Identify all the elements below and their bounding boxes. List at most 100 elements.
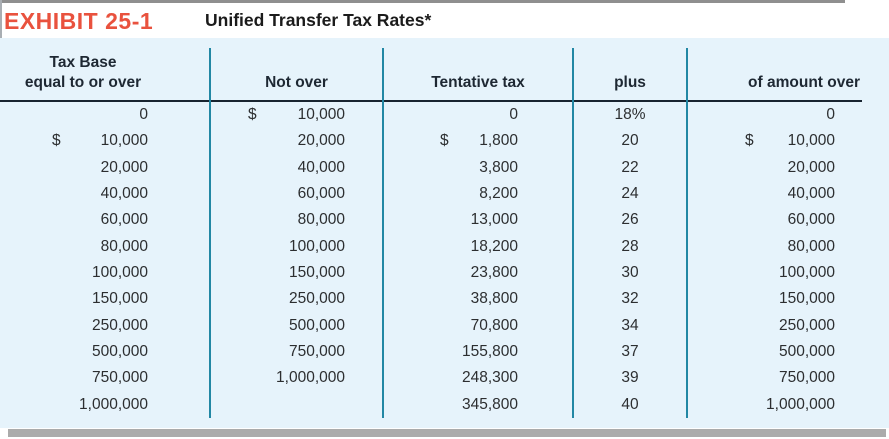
cell-value: 345,800 [461,395,518,413]
table-cell: 32 [621,290,639,308]
table-cell: 38,800 [383,290,573,308]
cell-value: 3,800 [479,158,518,176]
cell-value: 10,000 [297,106,345,124]
currency-sign: $ [440,132,449,150]
table-row: 0 $10,000 0 18% 0 [0,102,889,128]
table-header-row: Tax Base equal to or over Not over Tenta… [0,38,889,100]
table-cell: 60,000 [210,185,383,203]
header-not-over: Not over [265,74,328,92]
table-cell: 100,000 [687,264,889,282]
column-divider-4 [686,48,688,418]
table-cell: 37 [621,343,639,361]
currency-sign: $ [52,132,61,150]
exhibit-top-border [0,0,845,3]
table-cell: $10,000 [687,132,889,150]
table-row: 150,000 250,000 38,800 32 150,000 [0,286,889,312]
cell-value: 20,000 [787,158,835,176]
table-cell: 18,200 [383,238,573,256]
table-cell: 40,000 [210,159,383,177]
table-cell: 20 [621,132,639,150]
cell-value: 250,000 [778,316,835,334]
table-cell: 250,000 [210,290,383,308]
cell-value: 70,800 [470,316,518,334]
table-cell: 80,000 [687,238,889,256]
table-cell: 1,000,000 [210,369,383,387]
cell-value: 10,000 [787,132,835,150]
table-cell: 500,000 [0,343,210,361]
table-cell: 750,000 [687,369,889,387]
table-cell: 150,000 [210,264,383,282]
cell-value: 100,000 [288,237,345,255]
table-cell: $10,000 [0,132,210,150]
cell-value: 1,000,000 [79,395,148,413]
cell-value: 250,000 [288,290,345,308]
cell-value: 100,000 [778,264,835,282]
header-of-amount-over: of amount over [748,74,860,92]
table-cell: 24 [621,185,639,203]
table-cell: 40,000 [0,185,210,203]
cell-value: 100,000 [91,264,148,282]
table-cell: 150,000 [0,290,210,308]
cell-value: 250,000 [91,316,148,334]
cell-value: 23,800 [470,264,518,282]
column-divider-2 [382,48,384,418]
table-cell: 0 [0,106,210,124]
cell-value: 10,000 [100,132,148,150]
cell-value: 60,000 [787,211,835,229]
tax-rate-table: Tax Base equal to or over Not over Tenta… [0,38,889,428]
cell-value: 1,000,000 [276,369,345,387]
table-cell: 3,800 [383,159,573,177]
table-cell: 39 [621,369,639,387]
table-cell: 0 [687,106,889,124]
table-cell: 345,800 [383,396,573,414]
table-cell: 20,000 [687,159,889,177]
table-cell: 8,200 [383,185,573,203]
header-plus: plus [614,74,646,92]
table-cell: 248,300 [383,369,573,387]
cell-value: 0 [826,106,835,124]
cell-value: 150,000 [91,290,148,308]
table-cell: 0 [383,106,573,124]
table-cell: 500,000 [687,343,889,361]
table-cell: 60,000 [0,211,210,229]
table-cell: 60,000 [687,211,889,229]
table-row: 40,000 60,000 8,200 24 40,000 [0,181,889,207]
table-cell: 100,000 [210,238,383,256]
table-cell: $10,000 [210,106,383,124]
cell-value: 40,000 [100,185,148,203]
cell-value: 155,800 [461,343,518,361]
table-row: 750,000 1,000,000 248,300 39 750,000 [0,365,889,391]
cell-value: 1,800 [479,132,518,150]
table-cell: 13,000 [383,211,573,229]
table-row: 250,000 500,000 70,800 34 250,000 [0,313,889,339]
cell-value: 20,000 [100,158,148,176]
exhibit-title-row: EXHIBIT 25-1 Unified Transfer Tax Rates* [0,0,889,38]
table-cell: 750,000 [0,369,210,387]
cell-value: 500,000 [91,343,148,361]
cell-value: 80,000 [100,237,148,255]
cell-value: 40,000 [787,185,835,203]
cell-value: 60,000 [297,185,345,203]
table-cell: 80,000 [0,238,210,256]
table-cell: 1,000,000 [687,396,889,414]
table-cell: 500,000 [210,317,383,335]
table-cell: 20,000 [210,132,383,150]
table-cell: 70,800 [383,317,573,335]
cell-value: 20,000 [297,132,345,150]
cell-value: 750,000 [778,369,835,387]
cell-value: 500,000 [778,343,835,361]
exhibit-label: EXHIBIT 25-1 [4,8,154,35]
table-cell: 1,000,000 [0,396,210,414]
table-row: 20,000 40,000 3,800 22 20,000 [0,155,889,181]
cell-value: 150,000 [778,290,835,308]
cell-value: 80,000 [297,211,345,229]
exhibit-title: Unified Transfer Tax Rates* [205,10,432,30]
cell-value: 38,800 [470,290,518,308]
table-cell: 100,000 [0,264,210,282]
column-divider-1 [209,48,211,418]
table-cell: 150,000 [687,290,889,308]
cell-value: 0 [139,106,148,124]
table-row: 100,000 150,000 23,800 30 100,000 [0,260,889,286]
table-cell: 18% [614,106,646,124]
table-cell: $1,800 [383,132,573,150]
